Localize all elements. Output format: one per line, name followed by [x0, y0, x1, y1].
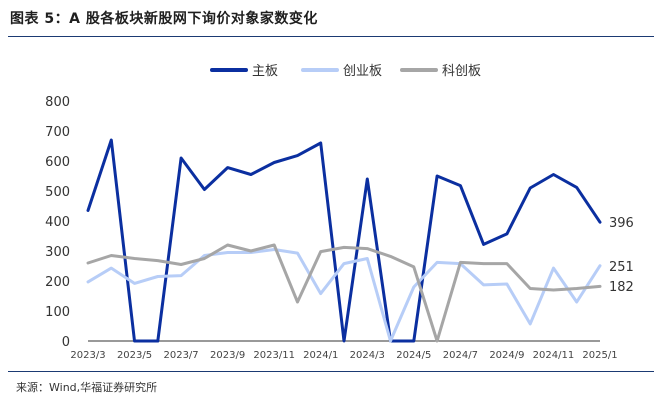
series-line-1 [86, 248, 602, 343]
series-line-0 [86, 138, 602, 343]
x-tick-label: 2023/9 [210, 350, 245, 361]
x-tick-label: 2023/5 [117, 350, 152, 361]
y-tick-label: 500 [45, 185, 70, 200]
source-note: 来源：Wind,华福证券研究所 [16, 381, 158, 394]
x-tick-label: 2024/5 [396, 350, 431, 361]
x-tick-label: 2024/9 [489, 350, 524, 361]
y-tick-label: 400 [45, 215, 70, 230]
line-chart: 主板 创业板 科创板 0 100 200 300 400 500 600 700 800 2023/… [45, 64, 634, 361]
bottom-rule [8, 371, 654, 372]
legend-label: 科创板 [442, 64, 481, 79]
y-tick-label: 800 [45, 95, 70, 110]
y-tick-label: 0 [62, 335, 70, 350]
end-value-label: 251 [609, 260, 634, 275]
x-tick-label: 2024/11 [533, 350, 575, 361]
end-labels: 396 251 182 [609, 216, 634, 295]
top-rule [8, 36, 654, 37]
y-tick-label: 200 [45, 275, 70, 290]
y-tick-label: 300 [45, 245, 70, 260]
y-tick-label: 100 [45, 305, 70, 320]
x-tick-label: 2023/7 [163, 350, 198, 361]
y-tick-label: 700 [45, 125, 70, 140]
y-tick-label: 600 [45, 155, 70, 170]
end-value-label: 396 [609, 216, 634, 231]
legend-label: 主板 [252, 64, 278, 79]
x-tick-label: 2025/1 [582, 350, 617, 361]
x-tick-label: 2023/11 [253, 350, 295, 361]
chart-title: 图表 5：A 股各板块新股网下询价对象家数变化 [10, 11, 318, 27]
end-value-label: 182 [609, 280, 634, 295]
x-tick-label: 2023/3 [70, 350, 105, 361]
legend: 主板 创业板 科创板 [210, 64, 481, 79]
series-group [86, 138, 602, 343]
x-axis: 2023/3 2023/5 2023/7 2023/9 2023/11 2024/1 202… [70, 340, 618, 361]
legend-label: 创业板 [343, 64, 382, 79]
x-tick-label: 2024/1 [303, 350, 338, 361]
series-line-2 [86, 243, 602, 343]
x-tick-label: 2024/7 [443, 350, 478, 361]
y-axis: 0 100 200 300 400 500 600 700 800 [45, 95, 70, 350]
x-tick-label: 2024/3 [350, 350, 385, 361]
